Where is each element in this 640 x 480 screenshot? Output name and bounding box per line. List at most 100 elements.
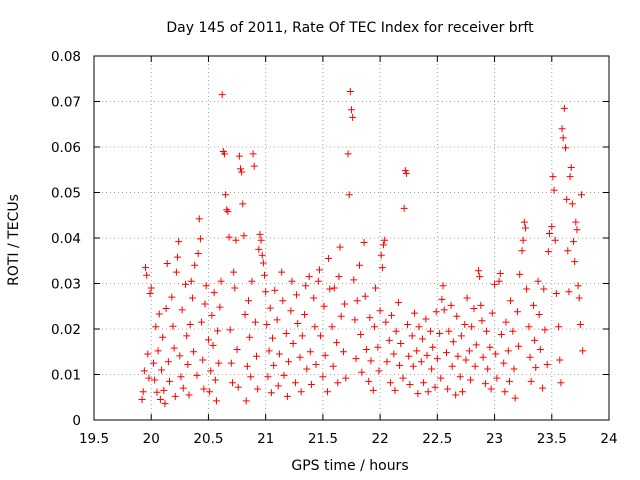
data-point-marker bbox=[353, 297, 361, 305]
data-point-marker bbox=[214, 327, 222, 335]
data-point-marker bbox=[457, 332, 465, 340]
data-point-marker bbox=[438, 295, 446, 303]
data-point-marker bbox=[422, 315, 430, 323]
data-point-marker bbox=[467, 376, 475, 384]
data-point-marker bbox=[493, 374, 501, 382]
tick-labels: 19.5 20 20.5 21 21.5 22 22.5 23 23.5 24 0 0.01 0.02 0… bbox=[51, 49, 618, 447]
data-point-marker bbox=[170, 344, 178, 352]
data-point-marker bbox=[576, 320, 584, 328]
data-point-marker bbox=[146, 290, 154, 298]
data-point-marker bbox=[230, 268, 238, 276]
y-tick-label: 0.06 bbox=[51, 140, 81, 156]
data-point-marker bbox=[223, 206, 231, 214]
data-point-marker bbox=[418, 335, 426, 343]
data-point-marker bbox=[405, 352, 413, 360]
data-point-marker bbox=[329, 362, 337, 370]
data-point-marker bbox=[563, 195, 571, 203]
data-point-marker bbox=[239, 200, 247, 208]
data-point-marker bbox=[342, 374, 350, 382]
data-point-marker bbox=[399, 374, 407, 382]
data-point-marker bbox=[454, 352, 462, 360]
data-point-marker bbox=[370, 323, 378, 331]
data-point-marker bbox=[201, 300, 209, 308]
data-point-marker bbox=[375, 367, 383, 375]
data-point-marker bbox=[139, 388, 147, 396]
data-point-marker bbox=[258, 251, 266, 259]
data-point-marker bbox=[486, 343, 494, 351]
data-point-marker bbox=[176, 352, 184, 360]
data-point-marker bbox=[248, 277, 256, 285]
data-point-marker bbox=[376, 307, 384, 315]
data-point-marker bbox=[570, 238, 578, 246]
data-point-marker bbox=[367, 357, 375, 365]
data-point-marker bbox=[207, 367, 215, 375]
data-point-marker bbox=[572, 218, 580, 226]
y-tick-label: 0.08 bbox=[51, 49, 81, 65]
x-tick-label: 19.5 bbox=[79, 431, 109, 447]
data-point-marker bbox=[177, 373, 185, 381]
data-point-marker bbox=[348, 106, 355, 114]
data-point-marker bbox=[335, 273, 343, 281]
data-point-marker bbox=[396, 361, 404, 369]
data-point-marker bbox=[385, 336, 393, 344]
data-point-marker bbox=[432, 308, 440, 316]
data-point-marker bbox=[262, 288, 270, 296]
data-point-marker bbox=[228, 379, 236, 387]
data-point-marker bbox=[408, 332, 416, 340]
data-point-marker bbox=[298, 332, 306, 340]
data-point-marker bbox=[185, 391, 193, 399]
data-point-marker bbox=[433, 355, 441, 363]
data-point-marker bbox=[414, 390, 422, 398]
data-point-marker bbox=[206, 388, 214, 396]
data-point-marker bbox=[282, 330, 290, 338]
data-point-marker bbox=[138, 396, 146, 404]
data-point-marker bbox=[461, 320, 469, 328]
data-point-marker bbox=[231, 284, 239, 292]
data-point-marker bbox=[448, 362, 456, 370]
data-point-marker bbox=[492, 350, 500, 358]
data-point-marker bbox=[510, 365, 518, 373]
data-point-marker bbox=[579, 347, 587, 355]
data-point-marker bbox=[402, 169, 410, 177]
data-point-marker bbox=[166, 377, 174, 385]
data-point-marker bbox=[534, 277, 542, 285]
y-tick-label: 0.03 bbox=[51, 277, 81, 293]
data-point-marker bbox=[463, 294, 471, 302]
data-point-marker bbox=[312, 360, 320, 368]
data-point-marker bbox=[358, 368, 366, 376]
data-point-marker bbox=[470, 305, 478, 313]
data-point-marker bbox=[366, 314, 374, 322]
data-point-marker bbox=[246, 333, 254, 341]
y-tick-label: 0.05 bbox=[51, 186, 81, 202]
data-point-marker bbox=[380, 241, 388, 249]
data-point-marker bbox=[487, 385, 495, 393]
data-point-marker bbox=[314, 277, 322, 285]
data-point-marker bbox=[198, 318, 206, 326]
data-point-marker bbox=[293, 291, 301, 299]
data-point-marker bbox=[361, 292, 369, 300]
data-point-marker bbox=[259, 259, 267, 267]
data-point-marker bbox=[558, 125, 566, 133]
data-point-marker bbox=[429, 343, 437, 351]
data-point-marker bbox=[532, 364, 540, 372]
data-point-marker bbox=[409, 362, 417, 370]
data-point-marker bbox=[168, 293, 176, 301]
data-point-marker bbox=[154, 347, 162, 355]
data-point-marker bbox=[325, 254, 333, 262]
data-point-marker bbox=[442, 349, 450, 357]
x-tick-label: 20 bbox=[143, 431, 160, 447]
data-point-marker bbox=[550, 186, 558, 194]
data-point-marker bbox=[424, 388, 432, 396]
data-point-marker bbox=[171, 392, 179, 400]
x-tick-label: 20.5 bbox=[193, 431, 223, 447]
data-points bbox=[138, 87, 587, 408]
data-point-marker bbox=[465, 347, 473, 355]
data-point-marker bbox=[242, 397, 250, 405]
data-point-marker bbox=[404, 320, 412, 328]
data-point-marker bbox=[477, 301, 485, 309]
data-point-marker bbox=[156, 396, 164, 404]
data-point-marker bbox=[194, 249, 202, 257]
data-point-marker bbox=[151, 376, 159, 384]
data-point-marker bbox=[199, 356, 207, 364]
